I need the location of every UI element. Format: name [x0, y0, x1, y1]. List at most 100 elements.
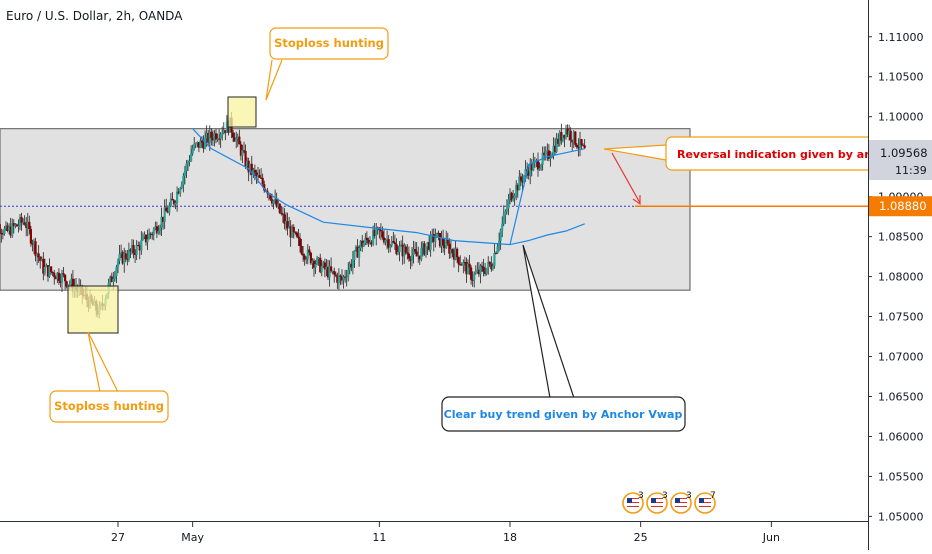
candle-body: [311, 260, 314, 264]
candle-body: [496, 246, 499, 254]
event-badge[interactable]: 7: [694, 491, 716, 514]
candle-body: [255, 172, 258, 177]
candle-body: [36, 253, 39, 256]
candle-body: [574, 131, 577, 145]
candle-body: [499, 230, 502, 241]
candle-body: [204, 137, 207, 149]
candle-body: [143, 234, 146, 237]
candle-body: [488, 261, 491, 265]
candle-body: [351, 260, 354, 268]
candle-body: [238, 136, 241, 145]
candle-body: [300, 246, 303, 254]
event-badge[interactable]: 3: [622, 491, 644, 514]
candle-body: [308, 249, 311, 253]
y-tick-label: 1.06500: [878, 390, 924, 403]
candle-body: [17, 225, 20, 227]
candle-body: [358, 248, 361, 258]
x-tick-label: 25: [634, 531, 648, 544]
candle-body: [208, 131, 211, 143]
candle-body: [477, 269, 480, 275]
candle-body: [580, 139, 583, 146]
candle-body: [236, 136, 239, 139]
candle-body: [536, 160, 540, 170]
candle-body: [200, 140, 204, 143]
candle-body: [15, 224, 18, 227]
candle-body: [305, 259, 308, 261]
candle-body: [244, 150, 247, 167]
candle-body: [218, 138, 221, 140]
candle-body: [473, 273, 476, 281]
candle-body: [151, 234, 154, 236]
candle-body: [278, 203, 281, 213]
time-axis[interactable]: [0, 522, 868, 550]
candle-body: [207, 132, 210, 143]
level-price-value: 1.08880: [879, 199, 927, 213]
event-badge-count: 7: [710, 491, 716, 501]
candle-body: [277, 203, 280, 207]
candle-body: [20, 217, 23, 223]
event-badges[interactable]: 3 3 3 7: [622, 491, 716, 514]
event-badge[interactable]: 3: [646, 491, 668, 514]
candle-body: [121, 252, 124, 264]
event-badge[interactable]: 3: [670, 491, 692, 514]
us-flag-icon: [651, 498, 663, 507]
y-tick-label: 1.10500: [878, 71, 924, 84]
candle-body: [193, 143, 196, 149]
candle-body: [1, 233, 4, 235]
candle-body: [50, 266, 53, 273]
candle-body: [487, 261, 490, 268]
candle-body: [554, 145, 557, 152]
candle-body: [140, 239, 143, 251]
candle-body: [51, 272, 54, 274]
candle-body: [429, 234, 432, 250]
price-axis[interactable]: [868, 0, 932, 522]
time-axis-ticks: 27 May 11 18 25 Jun: [111, 522, 780, 544]
candle-body: [403, 246, 406, 257]
candle-body: [292, 226, 295, 233]
candle-body: [25, 224, 28, 228]
candle-body: [561, 134, 564, 141]
candle-body: [23, 222, 26, 225]
candle-body: [474, 272, 477, 274]
candle-body: [152, 229, 155, 235]
candle-body: [64, 274, 67, 282]
candle-body: [459, 264, 462, 266]
candle-body: [476, 269, 479, 273]
candle-body: [344, 276, 347, 278]
candle-body: [404, 246, 407, 253]
candle-body: [521, 180, 524, 183]
candle-body: [417, 255, 420, 257]
candle-body: [566, 128, 569, 135]
candle-body: [504, 211, 507, 215]
candle-body: [214, 133, 218, 140]
candle-body: [239, 144, 242, 156]
candle-body: [289, 226, 292, 238]
candle-body: [471, 279, 474, 281]
candle-body: [155, 226, 158, 234]
candle-body: [395, 244, 398, 255]
candle-body: [326, 266, 330, 278]
candle-body: [18, 217, 22, 226]
candle-body: [578, 139, 582, 148]
candle-body: [224, 130, 227, 133]
candle-body: [529, 163, 532, 176]
candle-body: [479, 265, 482, 275]
candle-body: [457, 257, 460, 265]
candle-body: [4, 225, 8, 229]
candle-body: [375, 227, 378, 236]
candle-body: [138, 245, 141, 251]
candle-body: [275, 198, 278, 207]
candle-body: [379, 230, 382, 232]
candle-body: [333, 270, 336, 275]
stoploss-box-low: [67, 285, 119, 334]
candle-body: [213, 133, 216, 141]
callout-stoploss-bottom: Stoploss hunting: [49, 331, 169, 423]
candle-body: [524, 169, 527, 176]
candle-body: [414, 249, 417, 252]
candle-body: [502, 214, 505, 224]
candle-body: [564, 128, 568, 138]
candle-body: [34, 241, 37, 256]
candle-body: [460, 264, 463, 266]
